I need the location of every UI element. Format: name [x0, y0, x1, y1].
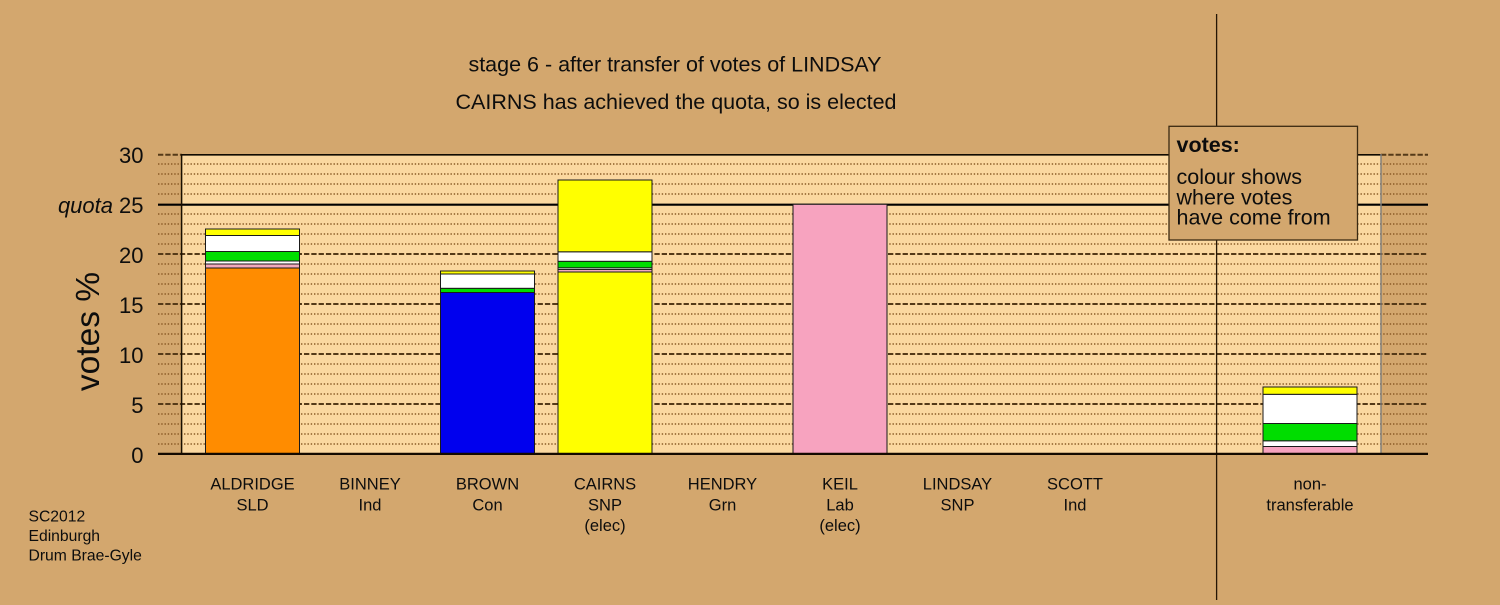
svg-text:Ind: Ind — [359, 497, 382, 515]
svg-text:colour shows: colour shows — [1177, 165, 1302, 189]
svg-text:KEIL: KEIL — [822, 476, 858, 494]
svg-text:CAIRNS: CAIRNS — [574, 476, 636, 494]
svg-text:Lab: Lab — [826, 497, 854, 515]
svg-text:Ind: Ind — [1064, 497, 1087, 515]
svg-text:BROWN: BROWN — [456, 476, 519, 494]
svg-text:SNP: SNP — [941, 497, 975, 515]
svg-text:have come from: have come from — [1177, 205, 1331, 229]
svg-text:HENDRY: HENDRY — [688, 476, 757, 494]
svg-text:CAIRNS has achieved the quota,: CAIRNS has achieved the quota, so is ele… — [455, 90, 896, 114]
svg-text:votes %: votes % — [70, 272, 107, 391]
svg-text:BINNEY: BINNEY — [339, 476, 400, 494]
svg-text:stage 6 - after transfer of vo: stage 6 - after transfer of votes of LIN… — [468, 53, 881, 77]
svg-text:15: 15 — [119, 293, 143, 318]
svg-text:5: 5 — [131, 393, 143, 418]
svg-text:(elec): (elec) — [819, 517, 860, 535]
svg-text:quota: quota — [58, 193, 113, 218]
svg-text:SNP: SNP — [588, 497, 622, 515]
svg-text:SCOTT: SCOTT — [1047, 476, 1103, 494]
svg-text:Con: Con — [472, 497, 502, 515]
svg-text:ALDRIDGE: ALDRIDGE — [210, 476, 294, 494]
svg-text:0: 0 — [131, 443, 143, 468]
svg-text:20: 20 — [119, 243, 143, 268]
svg-text:SLD: SLD — [236, 497, 268, 515]
svg-text:Edinburgh: Edinburgh — [29, 528, 101, 545]
svg-text:(elec): (elec) — [584, 517, 625, 535]
svg-text:where votes: where votes — [1176, 185, 1293, 209]
svg-text:SC2012: SC2012 — [29, 508, 86, 525]
svg-text:Grn: Grn — [709, 497, 737, 515]
svg-text:votes:: votes: — [1177, 133, 1240, 157]
svg-text:25: 25 — [119, 193, 143, 218]
svg-text:LINDSAY: LINDSAY — [923, 476, 992, 494]
svg-text:10: 10 — [119, 343, 143, 368]
svg-text:transferable: transferable — [1266, 497, 1353, 515]
svg-text:30: 30 — [119, 143, 143, 168]
svg-text:Drum Brae-Gyle: Drum Brae-Gyle — [29, 548, 143, 565]
svg-text:non-: non- — [1293, 476, 1326, 494]
